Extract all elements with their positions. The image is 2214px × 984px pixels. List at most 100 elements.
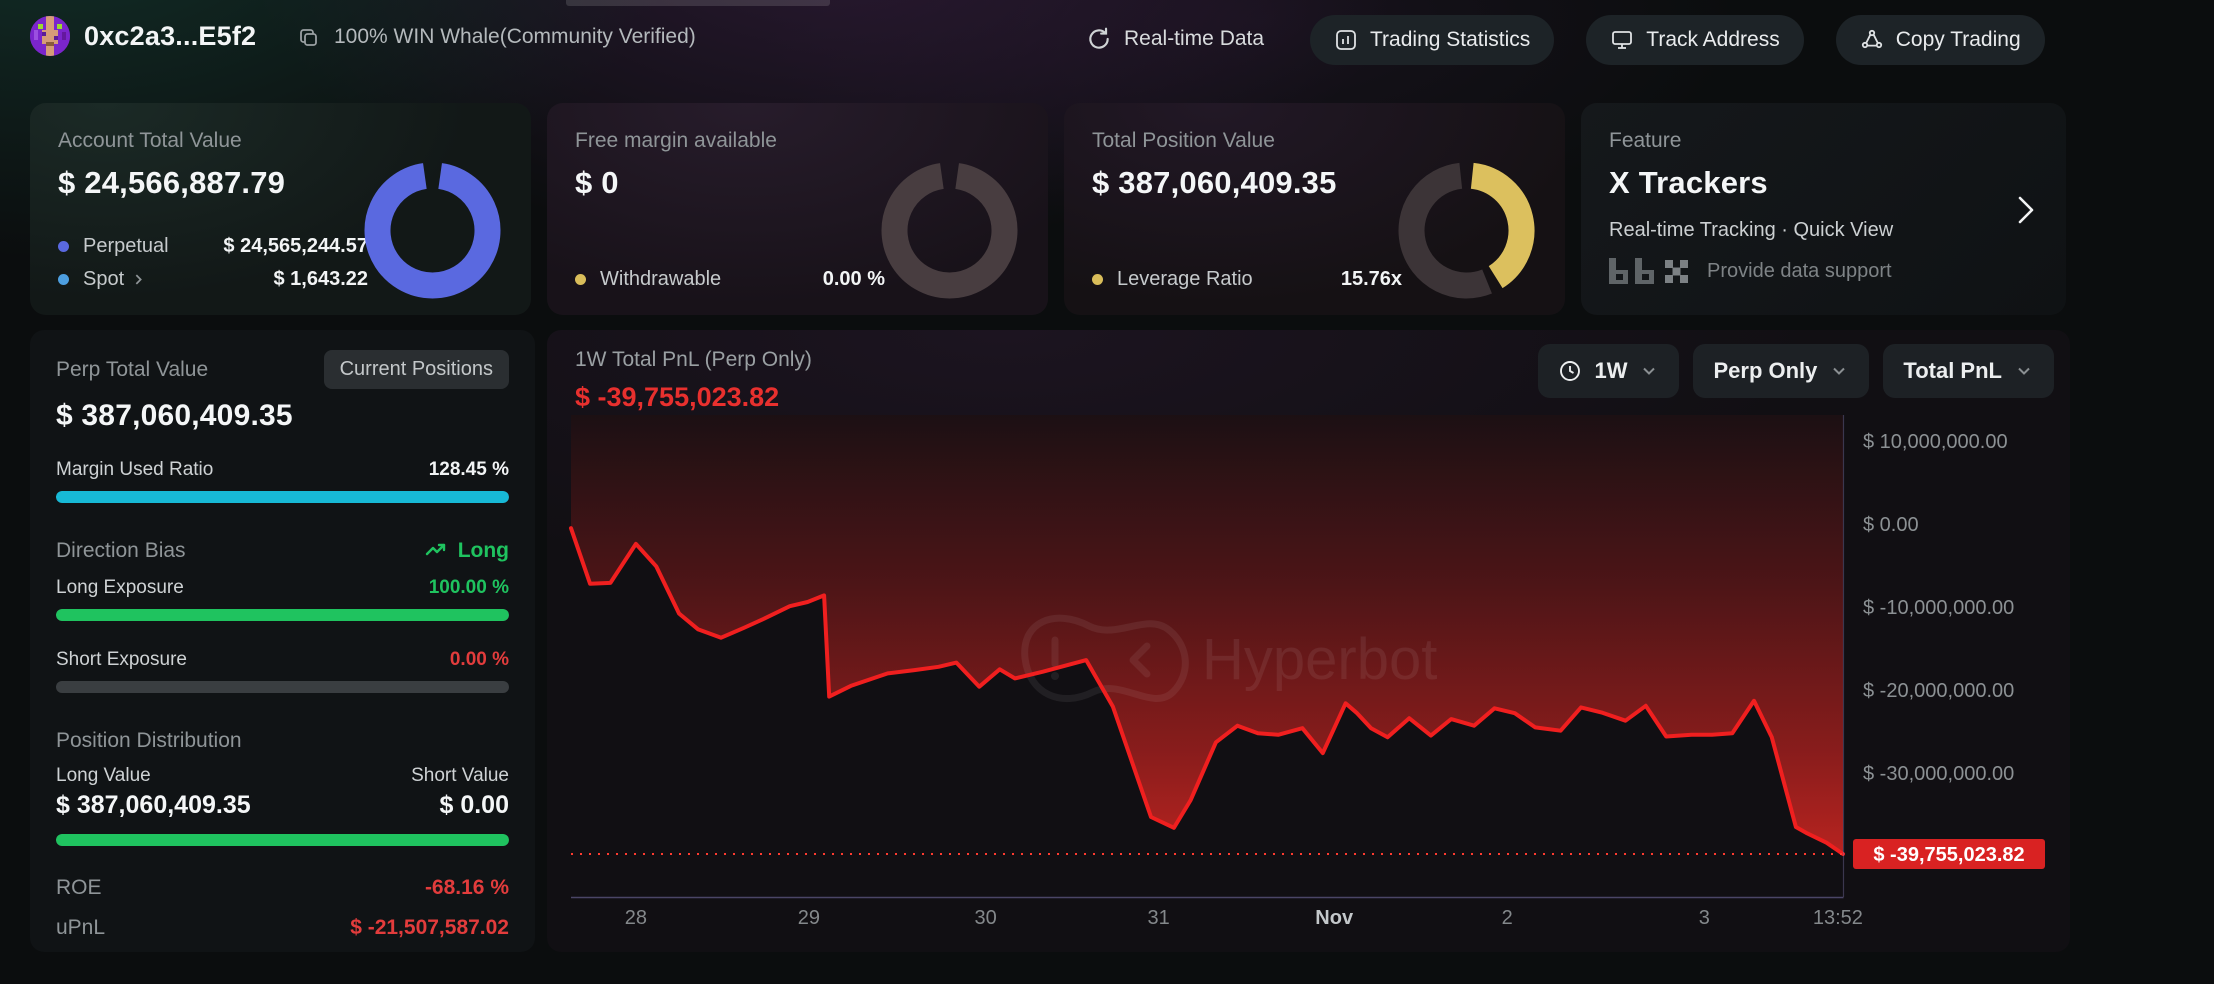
whale-verified-label: 100% WIN Whale(Community Verified) xyxy=(334,25,696,48)
copy-address-icon[interactable] xyxy=(298,27,320,49)
direction-bias-value: Long xyxy=(424,539,509,563)
wallet-address: 0xc2a3...E5f2 xyxy=(84,21,257,51)
leverage-label: Leverage Ratio xyxy=(1117,268,1253,290)
x-tick-label: 2 xyxy=(1502,907,1513,929)
copy-trading-button[interactable]: Copy Trading xyxy=(1835,15,2045,65)
timeframe-label: 1W xyxy=(1594,358,1628,383)
y-tick-label: $ 10,000,000.00 xyxy=(1863,431,2008,453)
metric-label: Total PnL xyxy=(1903,358,2002,383)
margin-used-ratio-value: 128.45 % xyxy=(428,459,509,480)
margin-legend: Withdrawable 0.00 % xyxy=(575,268,885,291)
feature-support-label: Provide data support xyxy=(1707,259,1892,282)
donut-svg xyxy=(364,163,501,299)
feature-chevron-right-icon[interactable] xyxy=(2010,193,2040,232)
trend-up-icon xyxy=(425,543,445,556)
short-value-label: Short Value xyxy=(411,765,509,786)
direction-bias-label: Direction Bias xyxy=(56,539,186,562)
bar-chart-icon xyxy=(1336,30,1356,50)
top-edge-sliver xyxy=(566,0,830,6)
track-address-button[interactable]: Track Address xyxy=(1586,15,1804,65)
legend-row-withdrawable: Withdrawable 0.00 % xyxy=(575,268,885,291)
spot-label: Spot xyxy=(83,268,145,291)
margin-used-bar xyxy=(56,491,509,503)
perpetual-value: $ 24,565,244.57 xyxy=(223,235,368,257)
perp-total-value-label: Perp Total Value xyxy=(56,357,209,381)
upnl-value: $ -21,507,587.02 xyxy=(350,916,509,939)
pixel-avatar-art xyxy=(30,16,70,56)
position-distribution-label: Position Distribution xyxy=(56,729,242,752)
withdrawable-dot xyxy=(575,274,586,285)
x-tick-label: 3 xyxy=(1699,907,1710,929)
current-positions-button[interactable]: Current Positions xyxy=(323,350,509,389)
data-provider-logo xyxy=(1609,258,1688,284)
x-tick-label: 30 xyxy=(975,907,997,929)
spot-dot xyxy=(58,274,69,285)
chart-pnl-value: $ -39,755,023.82 xyxy=(575,382,780,412)
y-tick-label: $ 0.00 xyxy=(1863,514,1919,536)
withdrawable-value: 0.00 % xyxy=(822,268,885,290)
scope-dropdown[interactable]: Perp Only xyxy=(1693,344,1870,398)
copy-trading-label: Copy Trading xyxy=(1895,28,2021,51)
total-position-value: $ 387,060,409.35 xyxy=(1092,165,1337,200)
legend-row-spot[interactable]: Spot $ 1,643.22 xyxy=(58,268,368,291)
y-tick-label: $ -30,000,000.00 xyxy=(1863,763,2014,785)
account-total-value-card: Account Total Value $ 24,566,887.79 Perp… xyxy=(30,103,531,315)
roe-label: ROE xyxy=(56,876,102,899)
card-label: Account Total Value xyxy=(58,129,242,152)
x-tick-label: 13:52 xyxy=(1813,907,1863,929)
track-address-label: Track Address xyxy=(1646,28,1780,51)
feature-support-row: Provide data support xyxy=(1609,256,2038,286)
short-exposure-label: Short Exposure xyxy=(56,649,187,670)
x-tick-label: 29 xyxy=(798,907,820,929)
position-donut-chart xyxy=(1398,162,1535,299)
leverage-value: 15.76x xyxy=(1340,268,1402,290)
margin-used-ratio-label: Margin Used Ratio xyxy=(56,459,214,480)
hyperbot-watermark: Hyperbot xyxy=(1021,614,1437,703)
short-exposure-value: 0.00 % xyxy=(449,649,509,670)
margin-donut-chart xyxy=(881,162,1018,299)
card-label: Total Position Value xyxy=(1092,129,1275,152)
legend-row-perpetual: Perpetual $ 24,565,244.57 xyxy=(58,235,368,258)
legend-row-leverage: Leverage Ratio 15.76x xyxy=(1092,268,1402,291)
clock-icon xyxy=(1560,361,1581,381)
pnl-area-chart[interactable]: Hyperbot $ 10,000,000.00 $ 0.00 $ -10,000,… xyxy=(547,330,2070,952)
distribution-bar xyxy=(56,834,509,846)
donut-svg xyxy=(881,163,1018,299)
account-donut-chart xyxy=(364,162,501,299)
header-actions: Trading Statistics Track Address Copy Tr… xyxy=(1310,15,2045,65)
long-exposure-value: 100.00 % xyxy=(428,577,509,598)
pnl-line xyxy=(569,526,1845,856)
free-margin-value: $ 0 xyxy=(575,165,619,200)
upnl-label: uPnL xyxy=(56,916,106,939)
spot-value: $ 1,643.22 xyxy=(273,268,368,290)
realtime-data-status: Real-time Data xyxy=(1086,26,1264,52)
donut-segment xyxy=(1398,162,1492,299)
current-value-badge xyxy=(1853,838,2045,869)
long-exposure-bar xyxy=(56,609,509,621)
account-legend: Perpetual $ 24,565,244.57 Spot $ 1,643.2… xyxy=(58,235,368,291)
long-value: $ 387,060,409.35 xyxy=(56,791,251,819)
donut-segment xyxy=(881,163,1018,299)
trading-statistics-button[interactable]: Trading Statistics xyxy=(1310,15,1555,65)
chevron-down-icon xyxy=(2018,367,2030,375)
y-tick-label: $ -20,000,000.00 xyxy=(1863,680,2014,702)
short-exposure-bar xyxy=(56,681,509,693)
leverage-dot xyxy=(1092,274,1103,285)
feature-label: Feature xyxy=(1609,129,1682,152)
chevron-down-icon xyxy=(1643,367,1656,375)
chart-title: 1W Total PnL (Perp Only) xyxy=(575,348,812,371)
donut-segment xyxy=(1470,162,1535,289)
long-value-label: Long Value xyxy=(56,765,151,786)
free-margin-card: Free margin available $ 0 Withdrawable 0… xyxy=(547,103,1048,315)
pnl-area-fill xyxy=(571,415,1843,854)
watermark-text: Hyperbot xyxy=(1202,627,1437,692)
donut-segment xyxy=(364,163,501,299)
x-tick-label: 31 xyxy=(1148,907,1170,929)
short-value: $ 0.00 xyxy=(439,791,509,819)
feature-x-trackers-card[interactable]: Feature X Trackers Real-time Tracking · … xyxy=(1581,103,2066,315)
timeframe-dropdown[interactable]: 1W xyxy=(1538,344,1680,398)
metric-dropdown[interactable]: Total PnL xyxy=(1883,344,2054,398)
donut-svg xyxy=(1398,162,1535,299)
perp-total-value: $ 387,060,409.35 xyxy=(56,399,293,432)
refresh-icon[interactable] xyxy=(1086,26,1112,52)
